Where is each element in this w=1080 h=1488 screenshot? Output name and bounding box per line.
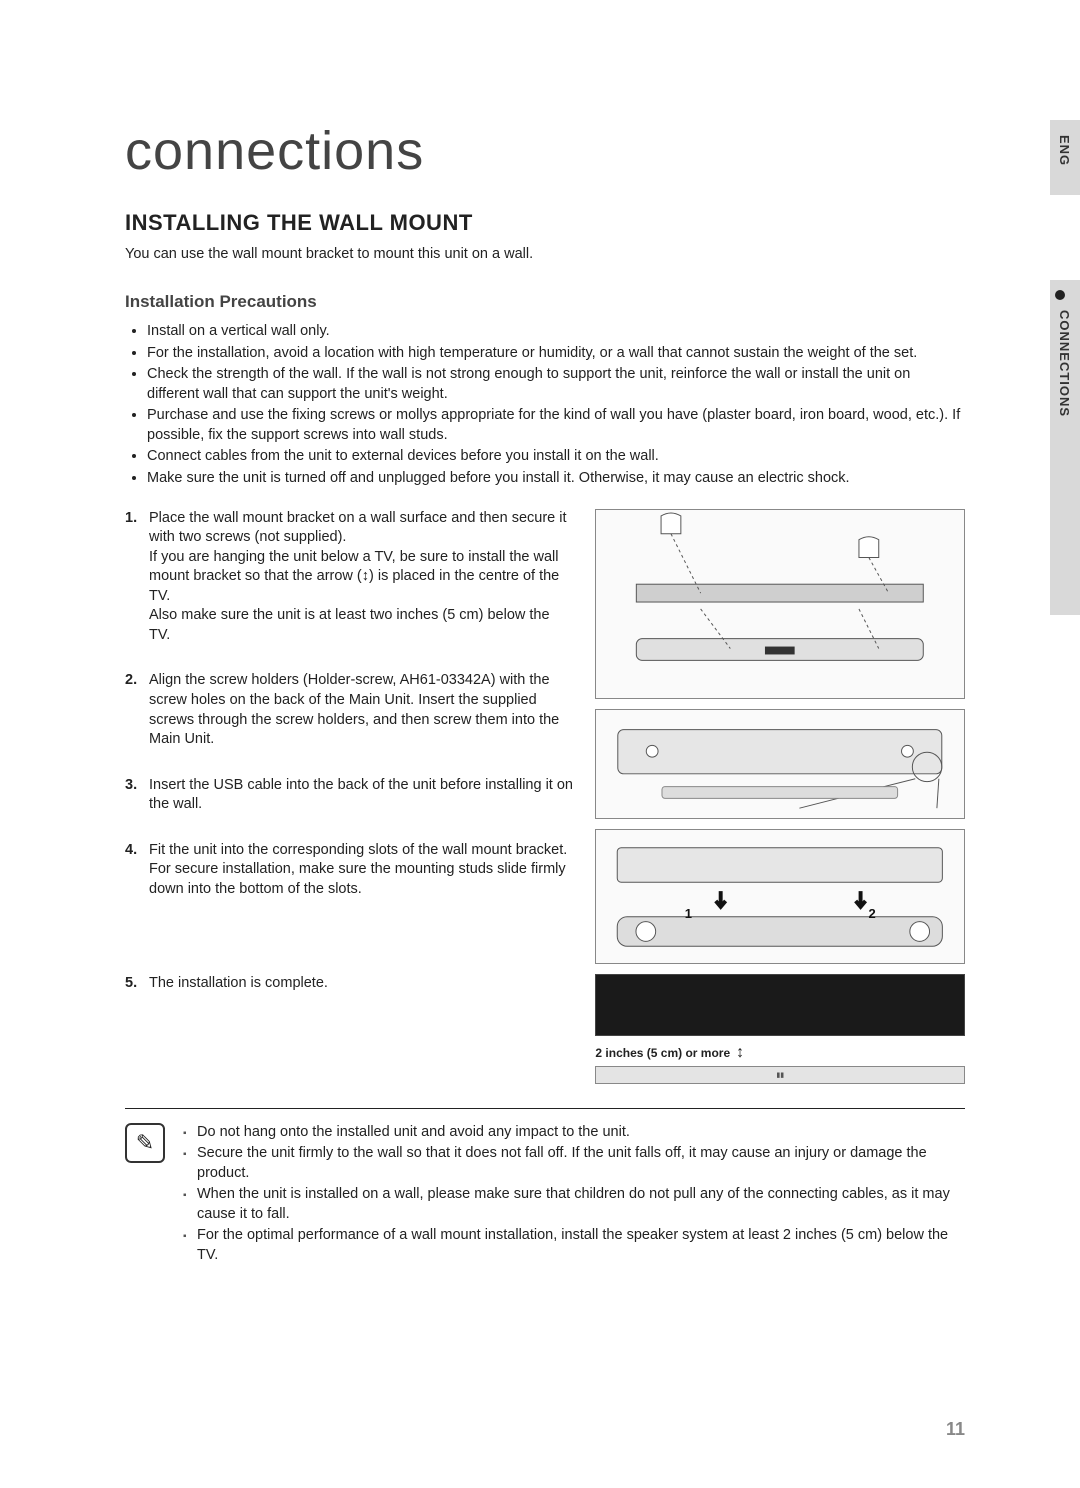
intro-text: You can use the wall mount bracket to mo… [125, 246, 965, 262]
figure-step4-svg [596, 830, 964, 963]
divider-line [125, 1108, 965, 1109]
step-text: The installation is complete. [149, 975, 328, 991]
note-item: For the optimal performance of a wall mo… [183, 1226, 965, 1265]
page-title: connections [125, 120, 965, 182]
page-number: 11 [946, 1419, 965, 1440]
precaution-item: Connect cables from the unit to external… [147, 447, 965, 467]
note-item: When the unit is installed on a wall, pl… [183, 1185, 965, 1224]
section-heading: INSTALLING THE WALL MOUNT [125, 210, 965, 236]
soundbar-rect: ▮▮ [595, 1066, 965, 1084]
gap-label: 2 inches (5 cm) or more [595, 1046, 730, 1060]
step-item: Insert the USB cable into the back of th… [125, 776, 573, 815]
figure-step4: 1 2 [595, 829, 965, 964]
precautions-heading: Installation Precautions [125, 292, 965, 312]
steps-list: Place the wall mount bracket on a wall s… [125, 509, 573, 994]
note-icon: ✎ [125, 1123, 165, 1163]
precaution-item: Purchase and use the fixing screws or mo… [147, 406, 965, 445]
step-text: Fit the unit into the corresponding slot… [149, 842, 567, 897]
figure-label-2: 2 [868, 906, 875, 921]
figure-step1-svg [596, 510, 964, 698]
precaution-item: Make sure the unit is turned off and unp… [147, 469, 965, 489]
side-bullet-icon [1055, 290, 1065, 300]
precaution-item: Install on a vertical wall only. [147, 322, 965, 342]
step-text: Align the screw holders (Holder-screw, A… [149, 672, 559, 747]
precaution-item: For the installation, avoid a location w… [147, 344, 965, 364]
note-item: Secure the unit firmly to the wall so th… [183, 1144, 965, 1183]
side-label-lang: ENG [1057, 135, 1072, 166]
double-arrow-icon: ↕ [736, 1044, 744, 1062]
step-item: Align the screw holders (Holder-screw, A… [125, 671, 573, 749]
side-label-section: CONNECTIONS [1057, 310, 1072, 417]
step-item: The installation is complete. [125, 974, 573, 994]
figure-step2-svg [596, 710, 964, 818]
precautions-list: Install on a vertical wall only. For the… [125, 322, 965, 489]
note-item: Do not hang onto the installed unit and … [183, 1123, 965, 1143]
figure-step5: 2 inches (5 cm) or more ↕ ▮▮ [595, 974, 965, 1084]
precaution-item: Check the strength of the wall. If the w… [147, 365, 965, 404]
step-text: Insert the USB cable into the back of th… [149, 777, 573, 813]
figure-label-1: 1 [685, 906, 692, 921]
step-item: Place the wall mount bracket on a wall s… [125, 509, 573, 646]
figure-step2 [595, 709, 965, 819]
tv-rect [595, 974, 965, 1036]
step-item: Fit the unit into the corresponding slot… [125, 841, 573, 900]
notes-list: Do not hang onto the installed unit and … [183, 1123, 965, 1268]
step-text: Place the wall mount bracket on a wall s… [149, 510, 567, 643]
figure-step1 [595, 509, 965, 699]
